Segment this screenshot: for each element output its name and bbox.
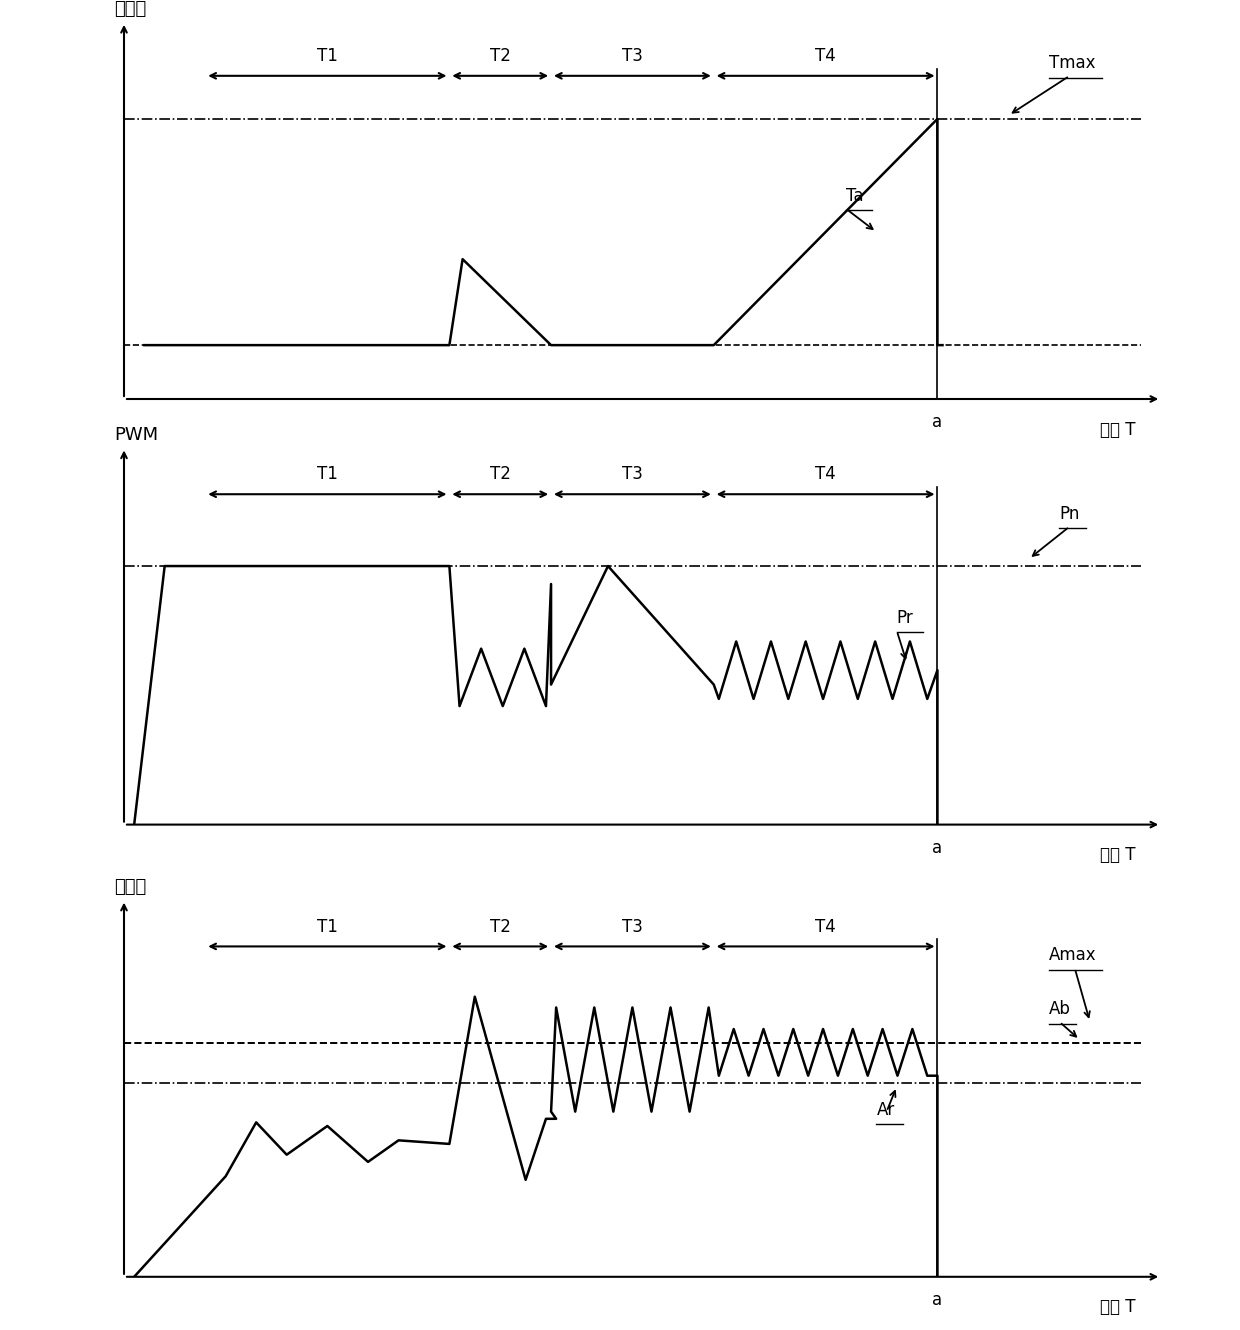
Text: Tmax: Tmax — [1049, 55, 1096, 72]
Text: 电流值: 电流值 — [114, 878, 146, 896]
Text: 时间 T: 时间 T — [1100, 420, 1136, 439]
Text: T1: T1 — [317, 465, 337, 483]
Text: 计时值: 计时值 — [114, 0, 146, 19]
Text: T2: T2 — [490, 47, 511, 65]
Text: PWM: PWM — [114, 426, 157, 444]
Text: T2: T2 — [490, 465, 511, 483]
Text: T3: T3 — [622, 47, 642, 65]
Text: T1: T1 — [317, 47, 337, 65]
Text: T3: T3 — [622, 918, 642, 936]
Text: 时间 T: 时间 T — [1100, 846, 1136, 864]
Text: Pn: Pn — [1059, 505, 1080, 523]
Text: a: a — [932, 1291, 942, 1309]
Text: T4: T4 — [815, 465, 836, 483]
Text: T3: T3 — [622, 465, 642, 483]
Text: T4: T4 — [815, 918, 836, 936]
Text: Pr: Pr — [897, 609, 914, 628]
Text: T2: T2 — [490, 918, 511, 936]
Text: Ta: Ta — [846, 188, 863, 205]
Text: Amax: Amax — [1049, 947, 1097, 964]
Text: T4: T4 — [815, 47, 836, 65]
Text: a: a — [932, 839, 942, 857]
Text: T1: T1 — [317, 918, 337, 936]
Text: 时间 T: 时间 T — [1100, 1298, 1136, 1317]
Text: Ab: Ab — [1049, 1000, 1071, 1019]
Text: a: a — [932, 414, 942, 431]
Text: Ar: Ar — [877, 1101, 895, 1119]
